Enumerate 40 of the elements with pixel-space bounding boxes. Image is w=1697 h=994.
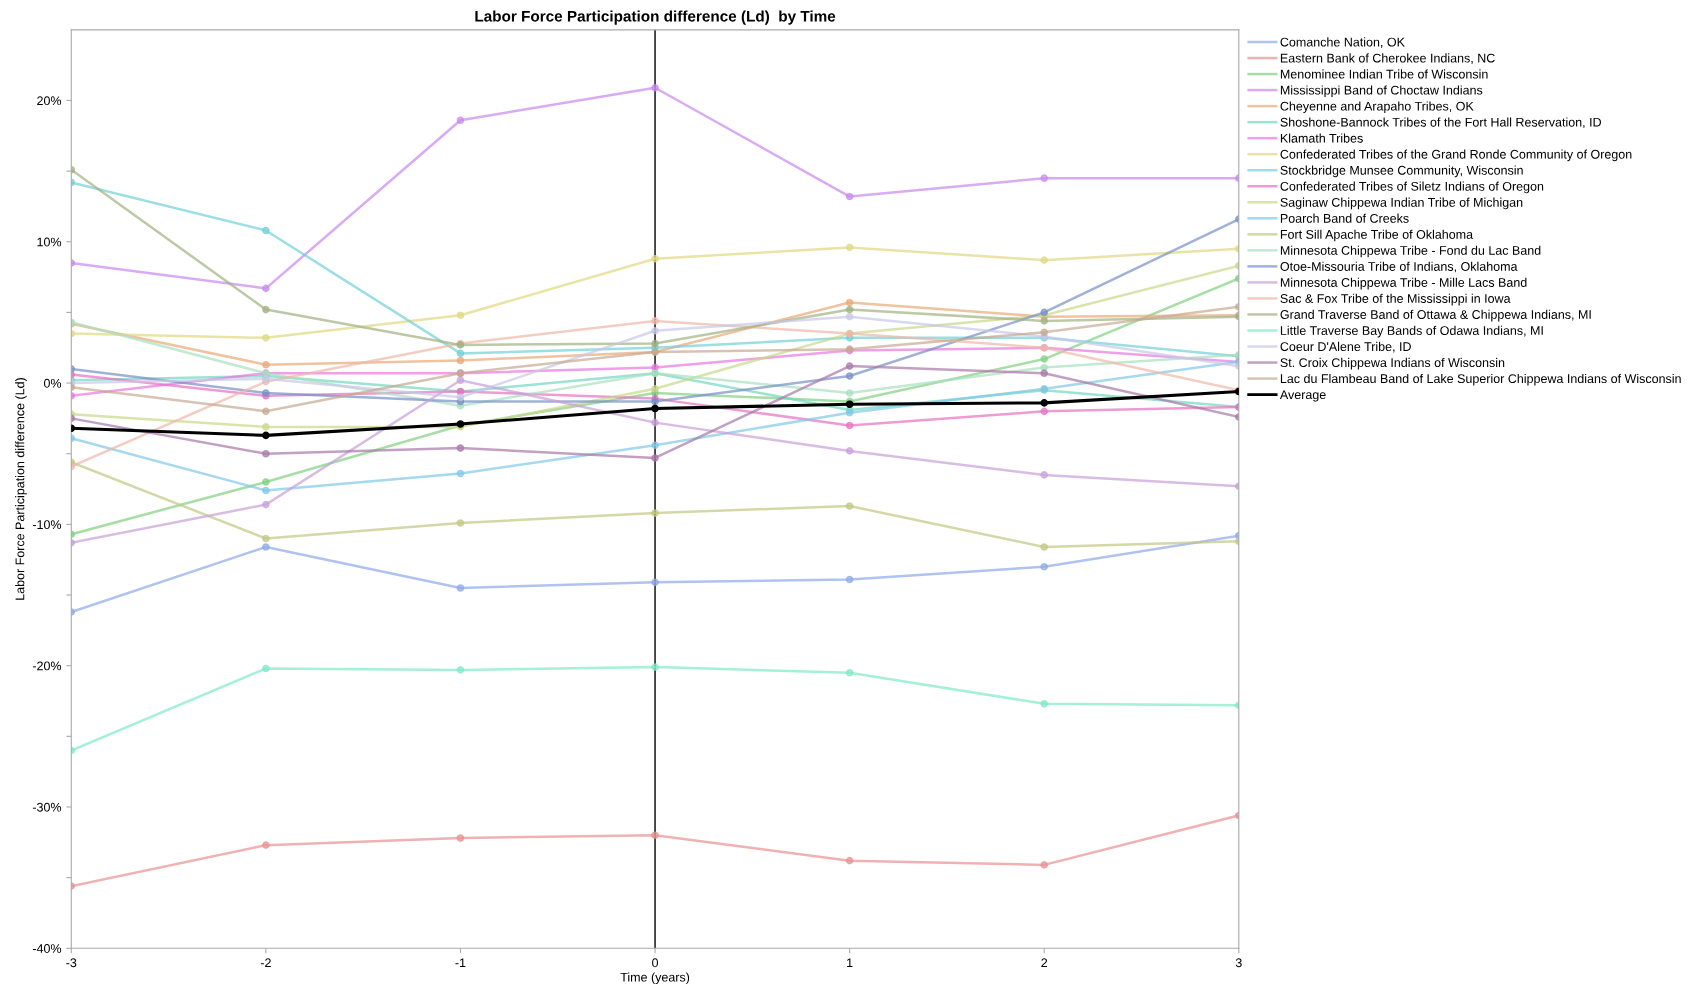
- y-axis-title: Labor Force Participation difference (Ld): [15, 378, 27, 600]
- y-tick-label: 10%: [37, 237, 62, 247]
- y-tick-label: 20%: [37, 96, 62, 106]
- legend-label: Stockbridge Munsee Community, Wisconsin: [1280, 165, 1523, 178]
- y-tick-label: -40%: [32, 944, 62, 953]
- x-tick-label: -1: [455, 958, 466, 968]
- y-tick-label: 0%: [43, 378, 62, 388]
- legend-label: Minnesota Chippewa Tribe - Fond du Lac Band: [1280, 245, 1541, 258]
- legend-label: Coeur D'Alene Tribe, ID: [1280, 341, 1411, 353]
- legend-label: Confederated Tribes of Siletz Indians of Oregon: [1280, 181, 1544, 194]
- x-tick-label: 0: [652, 958, 659, 968]
- legend-label: Minnesota Chippewa Tribe - Mille Lacs Band: [1280, 277, 1527, 290]
- x-tick-label: -3: [66, 958, 77, 968]
- legend-label: Klamath Tribes: [1280, 133, 1363, 143]
- x-tick-label: 2: [1041, 958, 1048, 968]
- legend-label: Lac du Flambeau Band of Lake Superior Chippewa Indians of Wisconsin: [1280, 373, 1681, 386]
- legend-label: Fort Sill Apache Tribe of Oklahoma: [1280, 229, 1474, 242]
- legend-label: Cheyenne and Arapaho Tribes, OK: [1280, 101, 1474, 114]
- legend-label: Saginaw Chippewa Indian Tribe of Michigan: [1280, 197, 1523, 210]
- legend-label: Confederated Tribes of the Grand Ronde Community of Oregon: [1280, 149, 1632, 162]
- legend-label: Eastern Bank of Cherokee Indians, NC: [1280, 53, 1495, 65]
- x-tick-label: 1: [847, 958, 853, 968]
- chart-title: Labor Force Participation difference (Ld) by Time: [475, 10, 836, 25]
- legend-label: Comanche Nation, OK: [1280, 37, 1405, 48]
- y-tick-label: -10%: [32, 520, 62, 530]
- legend-label: Shoshone-Bannock Tribes of the Fort Hall Reservation, ID: [1280, 117, 1601, 129]
- legend-label: Otoe-Missouria Tribe of Indians, Oklahoma: [1280, 261, 1518, 273]
- legend-label: Sac & Fox Tribe of the Mississippi in Iowa: [1280, 293, 1511, 306]
- legend-label: Poarch Band of Creeks: [1280, 213, 1409, 223]
- y-tick-label: -30%: [32, 802, 62, 812]
- legend-label: Menominee Indian Tribe of Wisconsin: [1280, 69, 1488, 79]
- y-tick-label: -20%: [32, 661, 62, 671]
- x-tick-label: 3: [1235, 958, 1242, 968]
- x-axis-title: Time (years): [620, 972, 690, 985]
- legend-label: Little Traverse Bay Bands of Odawa Indians, MI: [1280, 325, 1543, 338]
- legend-label: St. Croix Chippewa Indians of Wisconsin: [1280, 357, 1505, 370]
- legend-label: Grand Traverse Band of Ottawa & Chippewa Indians, MI: [1280, 309, 1591, 322]
- legend-label: Mississippi Band of Choctaw Indians: [1280, 85, 1483, 98]
- legend-label: Average: [1279, 390, 1326, 402]
- x-tick-label: -2: [260, 958, 271, 968]
